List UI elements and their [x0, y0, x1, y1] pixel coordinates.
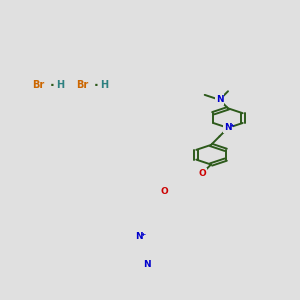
- Text: N: N: [135, 232, 143, 241]
- Text: N: N: [144, 260, 151, 269]
- Text: +: +: [230, 123, 235, 128]
- Text: O: O: [199, 169, 206, 178]
- Text: Br: Br: [32, 80, 44, 90]
- Text: ·: ·: [50, 79, 54, 92]
- Text: Br: Br: [76, 80, 88, 90]
- Text: H: H: [56, 80, 64, 90]
- Text: O: O: [160, 187, 168, 196]
- Text: H: H: [100, 80, 108, 90]
- Text: ·: ·: [94, 79, 98, 92]
- Text: +: +: [140, 232, 146, 237]
- Text: N: N: [224, 123, 232, 132]
- Text: N: N: [216, 95, 223, 104]
